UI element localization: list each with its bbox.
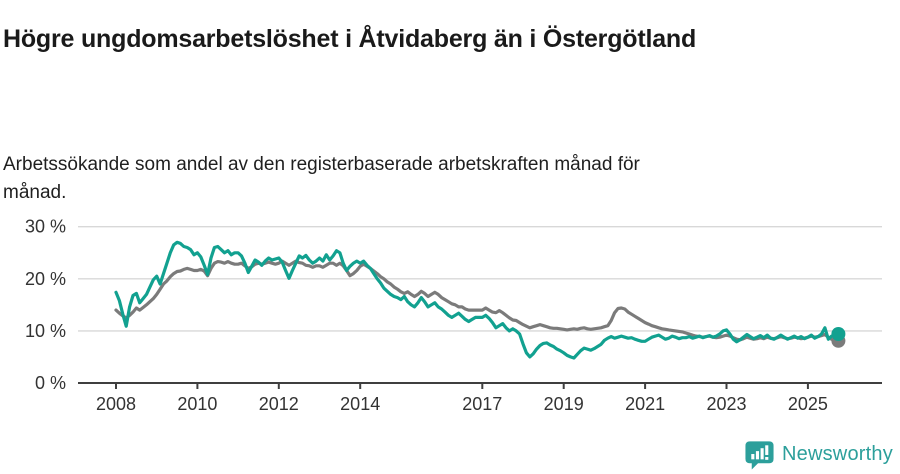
x-tick-label: 2021 [625, 394, 665, 414]
x-tick-label: 2014 [340, 394, 380, 414]
x-tick-label: 2010 [177, 394, 217, 414]
x-tick-label: 2012 [259, 394, 299, 414]
grid-layer: 0 % 10 % 20 % 30 % 2008 2010 2012 2014 2017 2019 2… [25, 217, 882, 414]
page-subtitle: Arbetssökande som andel av den registerb… [3, 154, 640, 203]
y-tick-label: 30 % [25, 217, 66, 237]
x-tick-label: 2023 [706, 394, 746, 414]
x-tick-label: 2008 [96, 394, 136, 414]
end-dot-atvidaberg [831, 327, 846, 341]
y-tick-label: 20 % [25, 269, 66, 289]
x-tick-label: 2017 [462, 394, 502, 414]
chart-area: 0 % 10 % 20 % 30 % 2008 2010 2012 2014 2017 2019 2… [0, 200, 900, 474]
series-layer [114, 240, 846, 360]
y-tick-label: 0 % [35, 373, 66, 393]
series-line-atvidaberg [114, 240, 841, 360]
bar-chart-speech-bubble-icon [745, 440, 774, 470]
x-tick-label: 2019 [544, 394, 584, 414]
y-tick-label: 10 % [25, 321, 66, 341]
newsworthy-logo-text: Newsworthy [782, 442, 893, 465]
x-tick-label: 2025 [788, 394, 828, 414]
newsworthy-logo[interactable]: Newsworthy [744, 438, 893, 470]
chart-svg: 0 % 10 % 20 % 30 % 2008 2010 2012 2014 2017 2019 2… [25, 217, 882, 474]
page-title: Högre ungdomsarbetslöshet i Åtvidaberg ä… [3, 24, 697, 53]
series-line-ostergotland [114, 259, 841, 343]
